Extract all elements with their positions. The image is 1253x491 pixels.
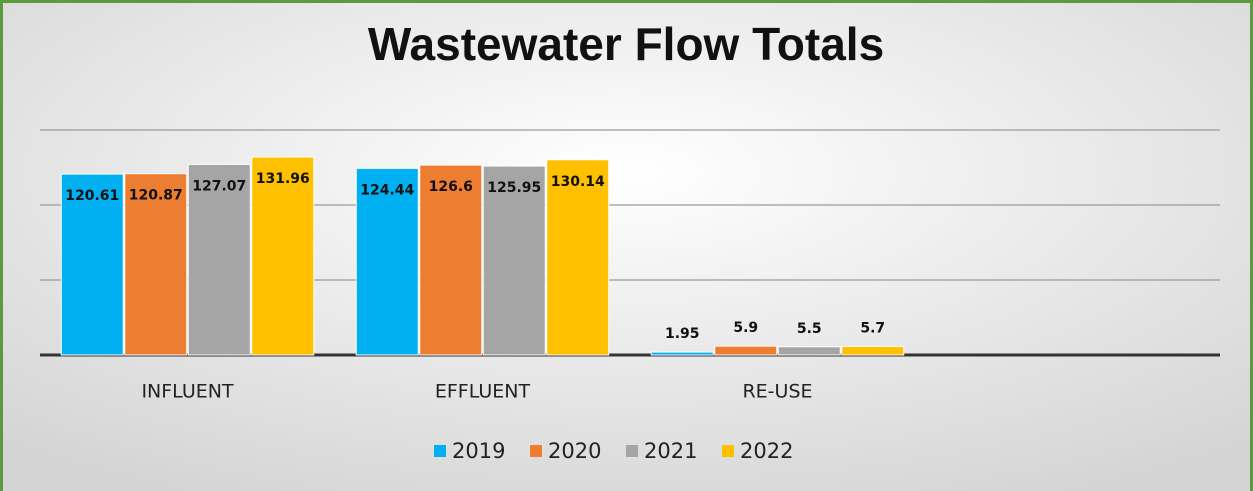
legend-label: 2020	[548, 439, 601, 463]
data-label: 124.44	[360, 182, 414, 198]
bar	[777, 346, 841, 356]
chart-title: Wastewater Flow Totals	[368, 18, 884, 70]
bar	[355, 167, 419, 356]
legend-swatch	[434, 445, 446, 457]
data-label: 120.61	[65, 188, 119, 204]
legend-swatch	[530, 445, 542, 457]
bar	[482, 165, 546, 356]
bar	[650, 351, 714, 356]
bar	[546, 159, 610, 356]
legend-swatch	[626, 445, 638, 457]
bar	[841, 345, 905, 356]
data-label: 127.07	[192, 178, 246, 194]
bar	[419, 164, 483, 356]
bar	[251, 156, 315, 356]
legend-swatch	[722, 445, 734, 457]
bar	[187, 163, 251, 356]
data-label: 5.5	[797, 321, 822, 337]
bar	[124, 173, 188, 356]
data-label: 130.14	[551, 174, 605, 190]
data-label: 125.95	[487, 180, 541, 196]
data-label: 5.9	[733, 320, 758, 336]
legend-label: 2022	[740, 439, 793, 463]
data-label: 131.96	[256, 171, 310, 187]
legend-label: 2021	[644, 439, 697, 463]
x-tick-label: RE-USE	[742, 381, 812, 403]
x-tick-label: EFFLUENT	[435, 381, 531, 403]
bar	[714, 345, 778, 356]
data-label: 126.6	[429, 179, 473, 195]
data-label: 5.7	[860, 320, 885, 336]
data-label: 1.95	[665, 326, 700, 342]
legend-label: 2019	[452, 439, 505, 463]
x-tick-label: INFLUENT	[141, 381, 234, 403]
data-label: 120.87	[129, 188, 183, 204]
bar	[60, 173, 124, 356]
